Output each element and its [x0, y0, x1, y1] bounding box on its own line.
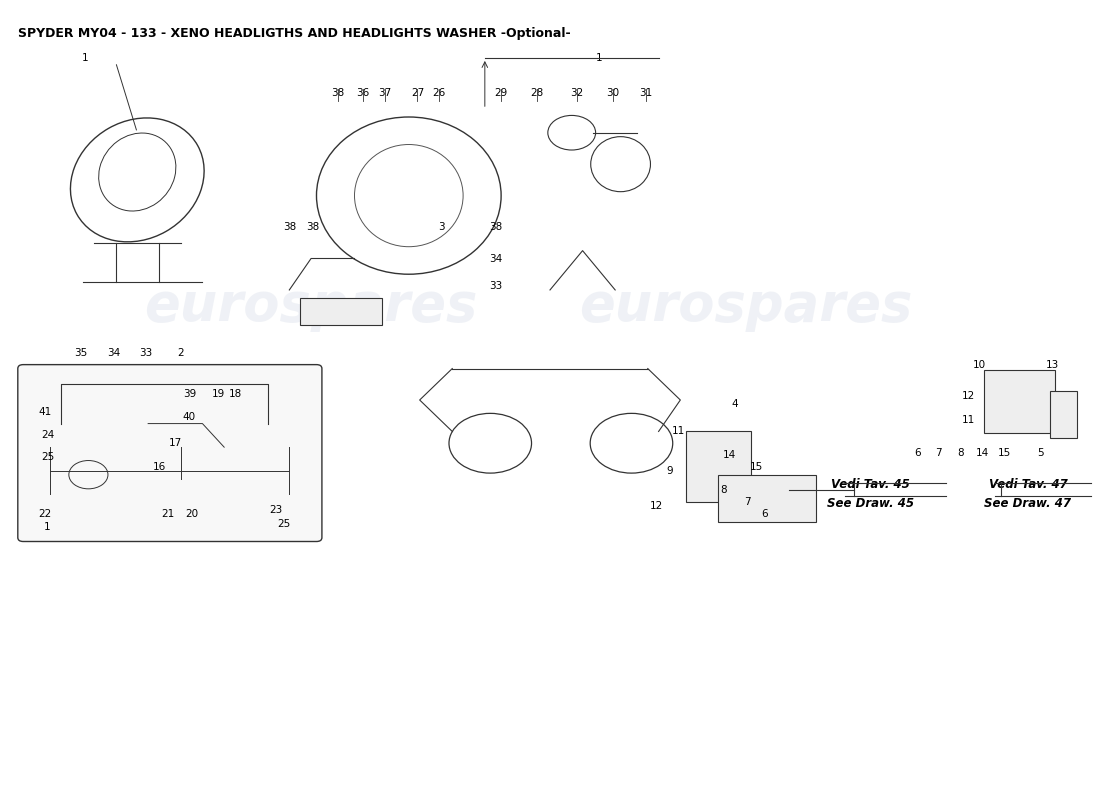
- Text: 39: 39: [183, 389, 196, 398]
- Text: 14: 14: [723, 450, 736, 460]
- Text: 38: 38: [283, 222, 296, 232]
- Text: 11: 11: [961, 414, 975, 425]
- Text: 8: 8: [720, 486, 727, 495]
- Text: 11: 11: [671, 426, 685, 437]
- Text: 36: 36: [356, 89, 370, 98]
- Text: 40: 40: [183, 412, 196, 422]
- Text: Vedi Tav. 47: Vedi Tav. 47: [989, 478, 1067, 491]
- FancyBboxPatch shape: [685, 431, 751, 502]
- Text: 34: 34: [490, 254, 503, 263]
- Text: 27: 27: [411, 89, 425, 98]
- Text: 7: 7: [935, 449, 942, 458]
- Text: 31: 31: [639, 89, 652, 98]
- Text: 19: 19: [212, 389, 226, 398]
- Text: 38: 38: [331, 89, 344, 98]
- Text: 3: 3: [438, 222, 444, 232]
- Text: 15: 15: [998, 449, 1011, 458]
- FancyBboxPatch shape: [984, 370, 1055, 433]
- Text: 13: 13: [1046, 360, 1059, 370]
- Text: 38: 38: [307, 222, 320, 232]
- Text: 7: 7: [745, 497, 751, 507]
- Text: SPYDER MY04 - 133 - XENO HEADLIGTHS AND HEADLIGHTS WASHER -Optional-: SPYDER MY04 - 133 - XENO HEADLIGTHS AND …: [18, 26, 571, 39]
- Text: 18: 18: [229, 389, 242, 398]
- Text: 26: 26: [432, 89, 446, 98]
- Text: 29: 29: [495, 89, 508, 98]
- Text: 1: 1: [595, 53, 602, 63]
- Text: 4: 4: [732, 399, 738, 409]
- Text: 1: 1: [81, 53, 88, 63]
- Text: 21: 21: [161, 509, 174, 519]
- Text: 2: 2: [177, 348, 184, 358]
- Text: 5: 5: [1037, 449, 1044, 458]
- Text: 20: 20: [185, 509, 198, 519]
- Text: 25: 25: [42, 451, 55, 462]
- Text: eurospares: eurospares: [579, 280, 912, 332]
- Text: 30: 30: [606, 89, 619, 98]
- Text: eurospares: eurospares: [144, 280, 477, 332]
- Text: 9: 9: [667, 466, 673, 476]
- FancyBboxPatch shape: [718, 474, 816, 522]
- Text: 1: 1: [44, 522, 51, 532]
- FancyBboxPatch shape: [1049, 390, 1077, 438]
- Text: 17: 17: [168, 438, 182, 448]
- Text: 8: 8: [957, 449, 964, 458]
- Text: 6: 6: [761, 509, 769, 519]
- Text: 32: 32: [571, 89, 584, 98]
- Text: Vedi Tav. 45: Vedi Tav. 45: [830, 478, 910, 491]
- Text: 22: 22: [39, 509, 52, 519]
- Text: 41: 41: [39, 406, 52, 417]
- Text: 34: 34: [107, 348, 120, 358]
- Text: 10: 10: [972, 360, 986, 370]
- Text: 23: 23: [270, 505, 283, 515]
- Text: See Draw. 45: See Draw. 45: [827, 498, 914, 510]
- FancyBboxPatch shape: [18, 365, 322, 542]
- Text: 12: 12: [650, 501, 663, 511]
- Text: 33: 33: [140, 348, 153, 358]
- FancyBboxPatch shape: [300, 298, 382, 326]
- Text: 16: 16: [153, 462, 166, 472]
- Text: 33: 33: [490, 281, 503, 291]
- Text: 6: 6: [914, 449, 921, 458]
- Text: 37: 37: [378, 89, 392, 98]
- Text: 25: 25: [277, 519, 290, 530]
- Text: 35: 35: [74, 348, 87, 358]
- Text: 15: 15: [750, 462, 763, 472]
- Text: 12: 12: [961, 391, 975, 401]
- Text: 28: 28: [530, 89, 543, 98]
- Text: 14: 14: [976, 449, 989, 458]
- Text: 24: 24: [42, 430, 55, 440]
- Text: See Draw. 47: See Draw. 47: [984, 498, 1071, 510]
- Text: 38: 38: [490, 222, 503, 232]
